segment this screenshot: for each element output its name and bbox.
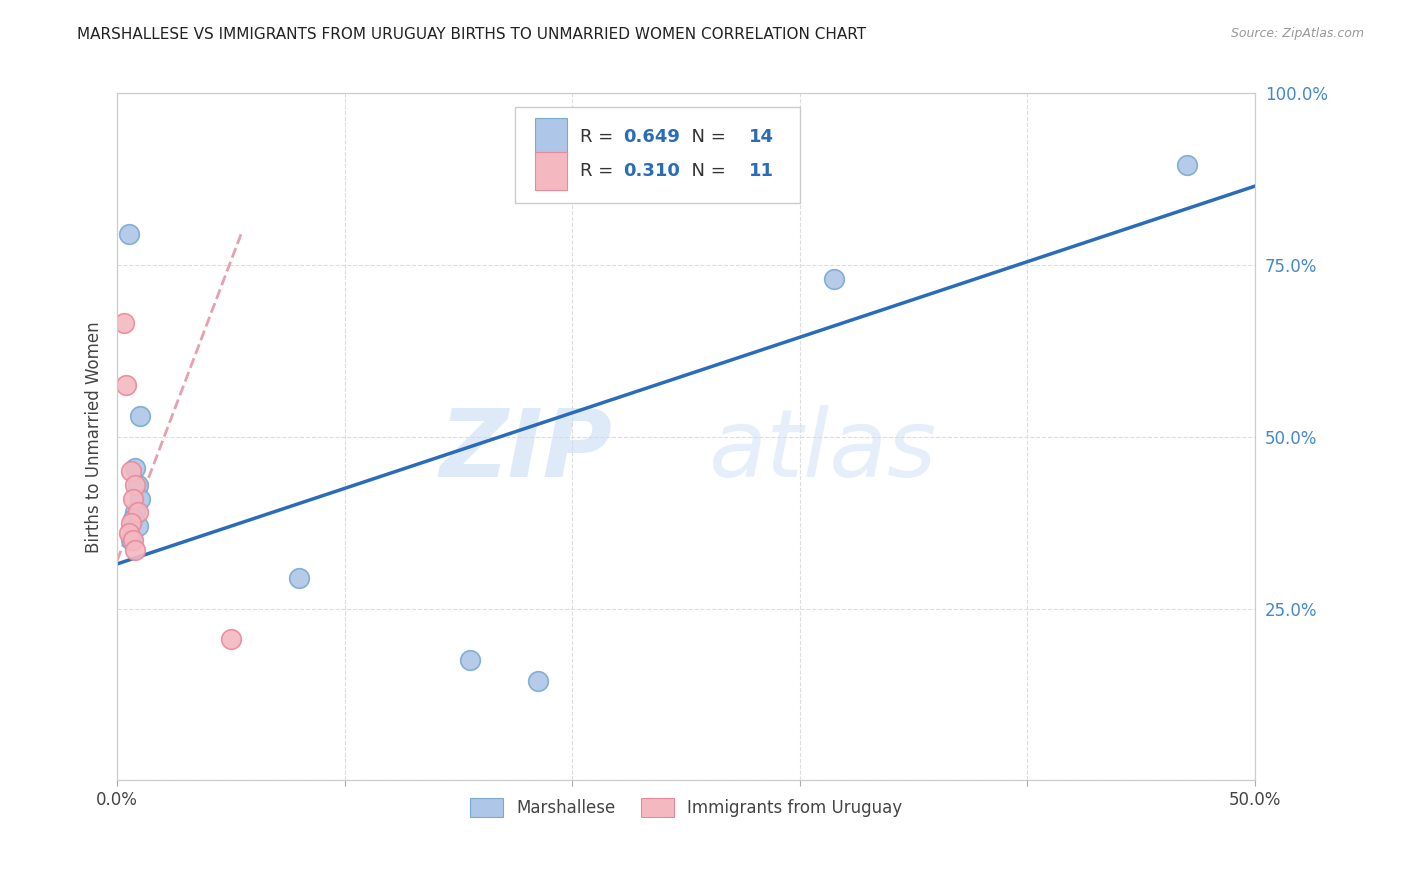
Point (129, 409, 152, 424)
Text: 11: 11 (748, 162, 773, 180)
Point (122, 512, 145, 526)
Text: N =: N = (681, 162, 733, 180)
Text: 14: 14 (748, 128, 773, 145)
Text: R =: R = (581, 128, 619, 145)
Text: atlas: atlas (709, 405, 936, 496)
Point (120, 533, 142, 547)
Point (112, 317, 135, 331)
Text: ZIP: ZIP (439, 405, 612, 497)
Text: 0.649: 0.649 (623, 128, 681, 145)
Point (219, 632, 242, 647)
Point (117, 526, 139, 541)
Point (129, 491, 152, 506)
Point (124, 505, 146, 519)
Point (124, 460, 146, 475)
Point (527, 673, 550, 688)
Point (120, 464, 142, 478)
Point (120, 516, 142, 530)
Text: R =: R = (581, 162, 619, 180)
Point (124, 543, 146, 558)
Text: MARSHALLESE VS IMMIGRANTS FROM URUGUAY BIRTHS TO UNMARRIED WOMEN CORRELATION CHA: MARSHALLESE VS IMMIGRANTS FROM URUGUAY B… (77, 27, 866, 42)
Text: N =: N = (681, 128, 733, 145)
Point (122, 491, 145, 506)
Point (122, 533, 145, 547)
Bar (534, 153, 567, 190)
Point (124, 478, 146, 492)
Point (127, 519, 149, 533)
FancyBboxPatch shape (516, 107, 800, 203)
Point (115, 378, 138, 392)
Point (117, 227, 139, 242)
Point (127, 505, 149, 519)
Y-axis label: Births to Unmarried Women: Births to Unmarried Women (86, 321, 103, 553)
Text: 0.310: 0.310 (623, 162, 681, 180)
Legend: Marshallese, Immigrants from Uruguay: Marshallese, Immigrants from Uruguay (463, 791, 910, 823)
Point (127, 478, 149, 492)
Point (288, 571, 311, 585)
Point (823, 272, 845, 286)
Point (1175, 159, 1198, 173)
Bar (534, 118, 567, 155)
Text: Source: ZipAtlas.com: Source: ZipAtlas.com (1230, 27, 1364, 40)
Point (458, 653, 481, 667)
